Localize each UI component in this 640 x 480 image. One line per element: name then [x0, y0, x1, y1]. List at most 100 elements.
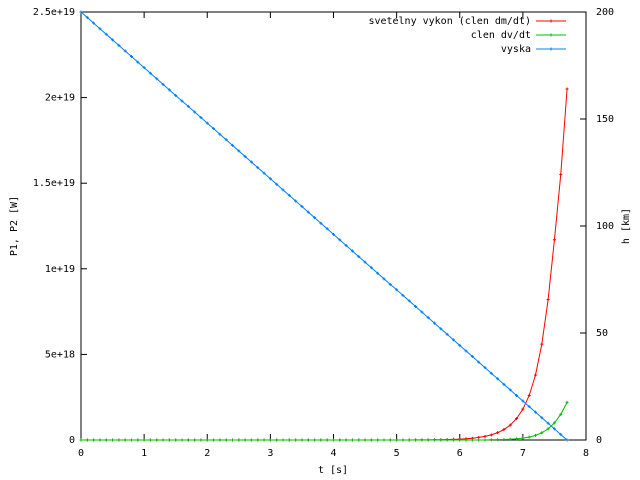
x-tick-label: 8 — [583, 448, 589, 459]
point-marker — [237, 149, 241, 153]
point-marker — [552, 421, 556, 425]
point-marker — [123, 49, 127, 53]
point-marker — [155, 77, 159, 81]
point-marker — [382, 277, 386, 281]
point-marker — [483, 434, 487, 438]
point-marker — [193, 438, 197, 442]
point-marker — [527, 435, 531, 439]
point-marker — [407, 299, 411, 303]
point-marker — [369, 438, 373, 442]
point-marker — [319, 438, 323, 442]
point-marker — [540, 342, 544, 346]
point-marker — [534, 433, 537, 437]
point-marker — [161, 82, 165, 86]
point-marker — [489, 433, 493, 437]
x-tick-label: 6 — [457, 448, 463, 459]
point-marker — [117, 438, 121, 442]
point-marker — [420, 310, 424, 314]
point-marker — [218, 132, 222, 136]
point-marker — [325, 438, 329, 442]
point-marker — [313, 438, 317, 442]
point-marker — [281, 188, 285, 192]
point-marker — [357, 255, 361, 259]
point-marker — [174, 93, 178, 97]
point-marker — [363, 260, 367, 264]
point-marker — [527, 393, 531, 397]
point-marker — [186, 104, 190, 108]
y2-tick-label: 0 — [596, 435, 602, 446]
point-marker — [521, 407, 525, 411]
point-marker — [344, 438, 348, 442]
point-marker — [193, 110, 197, 114]
point-marker — [237, 438, 241, 442]
point-marker — [167, 88, 171, 92]
point-marker — [458, 438, 462, 442]
legend-label: vyska — [501, 44, 531, 55]
point-marker — [287, 193, 291, 197]
x-tick-label: 0 — [78, 448, 84, 459]
point-marker — [496, 431, 500, 435]
point-marker — [218, 438, 222, 442]
point-marker — [527, 405, 531, 409]
point-marker — [565, 400, 569, 404]
point-marker — [300, 438, 304, 442]
point-marker — [136, 60, 140, 64]
point-marker — [180, 99, 184, 103]
series-line — [80, 11, 568, 441]
point-marker — [111, 38, 115, 42]
point-marker — [395, 438, 399, 442]
x-tick-label: 3 — [267, 448, 273, 459]
point-marker — [458, 343, 462, 347]
point-marker — [224, 438, 228, 442]
y-tick-label: 2.5e+19 — [33, 7, 75, 18]
point-marker — [502, 382, 506, 386]
point-marker — [489, 438, 493, 442]
point-marker — [199, 438, 203, 442]
point-marker — [205, 438, 209, 442]
point-marker — [79, 438, 83, 442]
point-marker — [407, 438, 411, 442]
legend-marker — [549, 33, 553, 37]
point-marker — [559, 412, 563, 416]
point-marker — [205, 121, 209, 125]
point-marker — [426, 316, 430, 320]
point-marker — [224, 138, 228, 142]
point-marker — [306, 438, 310, 442]
point-marker — [363, 438, 367, 442]
point-marker — [414, 304, 418, 308]
plot-border — [80, 11, 587, 441]
point-marker — [332, 438, 335, 442]
point-marker — [148, 71, 152, 75]
series-line — [81, 89, 568, 441]
y-tick-label: 2e+19 — [45, 93, 75, 104]
point-marker — [470, 438, 474, 442]
point-marker — [275, 182, 279, 186]
point-marker — [249, 160, 253, 164]
point-marker — [552, 238, 556, 242]
point-marker — [294, 438, 298, 442]
point-marker — [483, 438, 487, 442]
point-marker — [212, 438, 216, 442]
point-marker — [268, 177, 272, 181]
point-marker — [464, 438, 468, 442]
x-tick-label: 5 — [394, 448, 400, 459]
point-marker — [515, 393, 519, 397]
point-marker — [439, 438, 443, 442]
point-marker — [540, 431, 544, 435]
legend-marker — [549, 47, 553, 51]
point-marker — [85, 438, 89, 442]
point-marker — [167, 438, 171, 442]
point-marker — [515, 417, 519, 421]
point-marker — [136, 438, 140, 442]
x-tick-label: 2 — [204, 448, 210, 459]
point-marker — [350, 438, 354, 442]
point-marker — [117, 43, 121, 47]
point-marker — [534, 410, 537, 414]
point-marker — [426, 438, 430, 442]
point-marker — [376, 271, 380, 275]
x-tick-label: 1 — [141, 448, 147, 459]
point-marker — [382, 438, 386, 442]
point-marker — [231, 143, 234, 147]
point-marker — [130, 55, 133, 59]
point-marker — [451, 438, 455, 442]
